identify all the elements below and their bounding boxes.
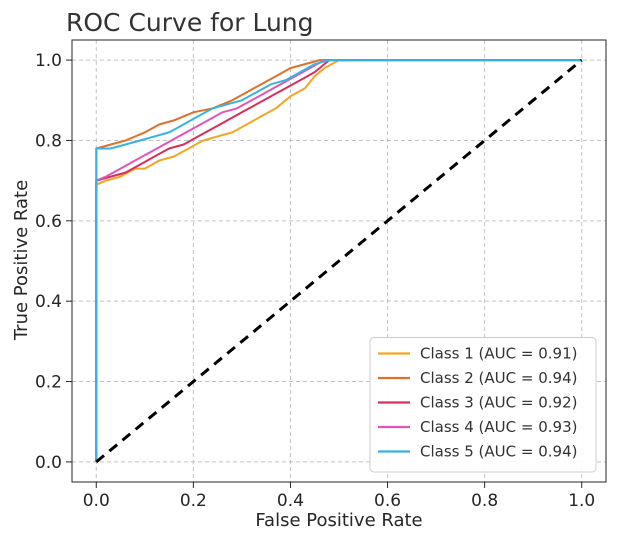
series-line-class-5: [95, 59, 582, 462]
y-tick-label: 0.6: [35, 212, 62, 232]
legend-box: [369, 337, 597, 473]
legend: Class 1 (AUC = 0.91) Class 2 (AUC = 0.94)…: [369, 337, 597, 473]
legend-label-class-3: Class 3 (AUC = 0.92): [420, 394, 577, 412]
y-tick-label: 0.0: [35, 453, 62, 473]
series-line-class-1: [95, 59, 582, 462]
x-tick-label: 0.0: [83, 491, 110, 511]
series-line-class-4: [95, 59, 582, 462]
x-tick-label: 0.2: [180, 491, 207, 511]
legend-label-class-4: Class 4 (AUC = 0.93): [420, 418, 577, 436]
x-tick-label: 0.8: [471, 491, 498, 511]
series-line-class-3: [95, 59, 582, 462]
chart-title: ROC Curve for Lung: [66, 8, 314, 37]
plot-frame: [71, 39, 607, 483]
x-tick-label: 0.4: [277, 491, 304, 511]
x-axis-label: False Positive Rate: [255, 510, 422, 531]
x-axis-ticks: 0.0 0.2 0.4 0.6 0.8 1.0: [83, 482, 595, 511]
y-tick-label: 0.2: [35, 373, 62, 393]
y-tick-label: 0.4: [35, 292, 62, 312]
x-tick-label: 1.0: [568, 491, 595, 511]
plot-lines: [95, 58, 583, 464]
y-tick-label: 0.8: [35, 131, 62, 151]
random-chance-line: [95, 58, 583, 464]
legend-label-class-5: Class 5 (AUC = 0.94): [420, 443, 577, 461]
y-axis-ticks: 0.0 0.2 0.4 0.6 0.8 1.0: [35, 51, 72, 473]
legend-label-class-1: Class 1 (AUC = 0.91): [420, 345, 577, 363]
y-tick-label: 1.0: [35, 51, 62, 71]
legend-label-class-2: Class 2 (AUC = 0.94): [420, 369, 577, 387]
y-axis-label: True Positive Rate: [11, 180, 32, 341]
x-tick-label: 0.6: [374, 491, 401, 511]
